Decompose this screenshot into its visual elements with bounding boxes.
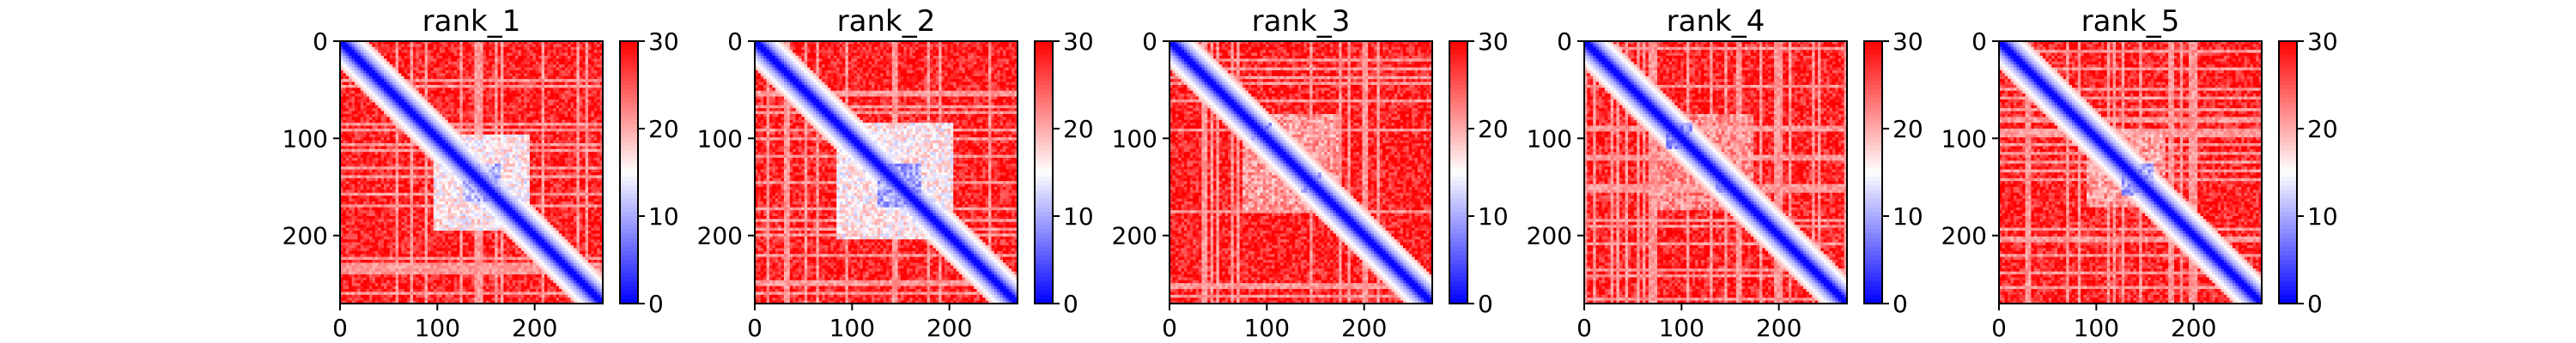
heatmap-cell xyxy=(390,108,393,111)
heatmap-cell xyxy=(419,123,422,126)
heatmap-cell xyxy=(434,137,437,141)
heatmap-cell xyxy=(346,108,349,111)
heatmap-cell xyxy=(434,123,437,126)
heatmap-cell xyxy=(346,123,349,126)
heatmap-cell xyxy=(346,117,349,120)
heatmap-cell xyxy=(404,131,408,135)
heatmap-cell xyxy=(361,146,364,149)
heatmap-cell xyxy=(434,146,437,149)
heatmap-cell xyxy=(434,131,437,135)
heatmap-cell xyxy=(390,123,393,126)
heatmap-cell xyxy=(404,146,408,149)
heatmap-cell xyxy=(346,131,349,135)
heatmap-cell xyxy=(434,108,437,111)
heatmap-cell xyxy=(375,146,379,149)
heatmap-cell xyxy=(375,108,379,111)
heatmap-cell xyxy=(404,108,408,111)
heatmap-cell xyxy=(375,117,379,120)
heatmap-cell xyxy=(390,131,393,135)
heatmap-cell xyxy=(404,137,408,141)
heatmap-cell xyxy=(375,131,379,135)
heatmap-cells xyxy=(340,41,604,304)
heatmap-cell xyxy=(404,117,408,120)
heatmap-cell xyxy=(419,137,422,141)
heatmap-cell xyxy=(375,123,379,126)
heatmap-cell xyxy=(361,131,364,135)
heatmap-cell xyxy=(419,146,422,149)
heatmap-cell xyxy=(361,108,364,111)
heatmap-cell xyxy=(361,123,364,126)
heatmap-cell xyxy=(419,131,422,135)
heatmap-cell xyxy=(419,117,422,120)
heatmap-cell xyxy=(361,117,364,120)
heatmap-cell xyxy=(419,108,422,111)
heatmap-title: rank_1 xyxy=(422,4,521,39)
heatmap-cell xyxy=(361,137,364,141)
heatmap-cell xyxy=(346,137,349,141)
heatmap-cell xyxy=(434,117,437,120)
heatmap-cell xyxy=(390,146,393,149)
heatmap-cell xyxy=(346,146,349,149)
heatmap-cell xyxy=(390,137,393,141)
heatmap-cell xyxy=(375,137,379,141)
heatmap-cell xyxy=(404,123,408,126)
heatmap-cell xyxy=(390,117,393,120)
